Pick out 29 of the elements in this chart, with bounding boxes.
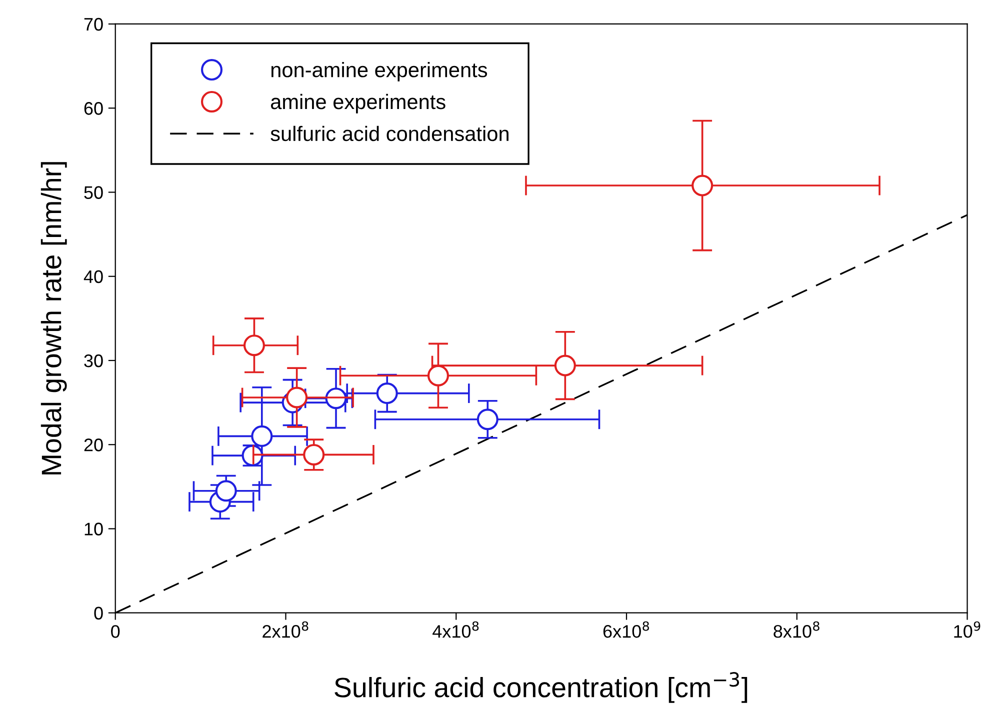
point: [476, 408, 498, 430]
x-tick-label: 4x10$^{8}$: [432, 621, 479, 638]
point: [303, 444, 325, 466]
x-tick-label: 0: [111, 625, 120, 638]
x-tick-label: 10$^{9}$: [954, 621, 980, 638]
point: [243, 334, 265, 356]
y-tick-label: 60: [84, 102, 103, 115]
x-tick-label: 8x10$^{8}$: [774, 621, 820, 638]
y-tick-label: 30: [84, 354, 103, 368]
x-tick-label: 6x10$^{8}$: [603, 621, 649, 638]
point: [251, 425, 273, 447]
legend-label: sulfuric acid condensation: [270, 126, 508, 142]
point: [427, 364, 449, 386]
y-tick-label: 40: [84, 270, 103, 284]
y-tick-label: 20: [84, 438, 103, 452]
legend-label: non-amine experiments: [271, 62, 488, 82]
legend-label: amine experiments: [270, 94, 446, 114]
x-axis-title: Sulfuric acid concentration [cm$^{−3}$]: [334, 672, 748, 703]
point: [286, 386, 308, 408]
point: [692, 174, 714, 196]
y-tick-label: 0: [94, 606, 103, 620]
point: [376, 382, 398, 404]
point: [554, 354, 576, 376]
y-axis-title: Modal growth rate [nm/hr]: [40, 162, 67, 474]
y-tick-label: 70: [84, 18, 103, 31]
y-tick-label: 50: [84, 186, 103, 199]
y-tick-label: 10: [84, 522, 103, 536]
point: [215, 480, 237, 502]
x-tick-label: 2x10$^{8}$: [262, 621, 308, 638]
